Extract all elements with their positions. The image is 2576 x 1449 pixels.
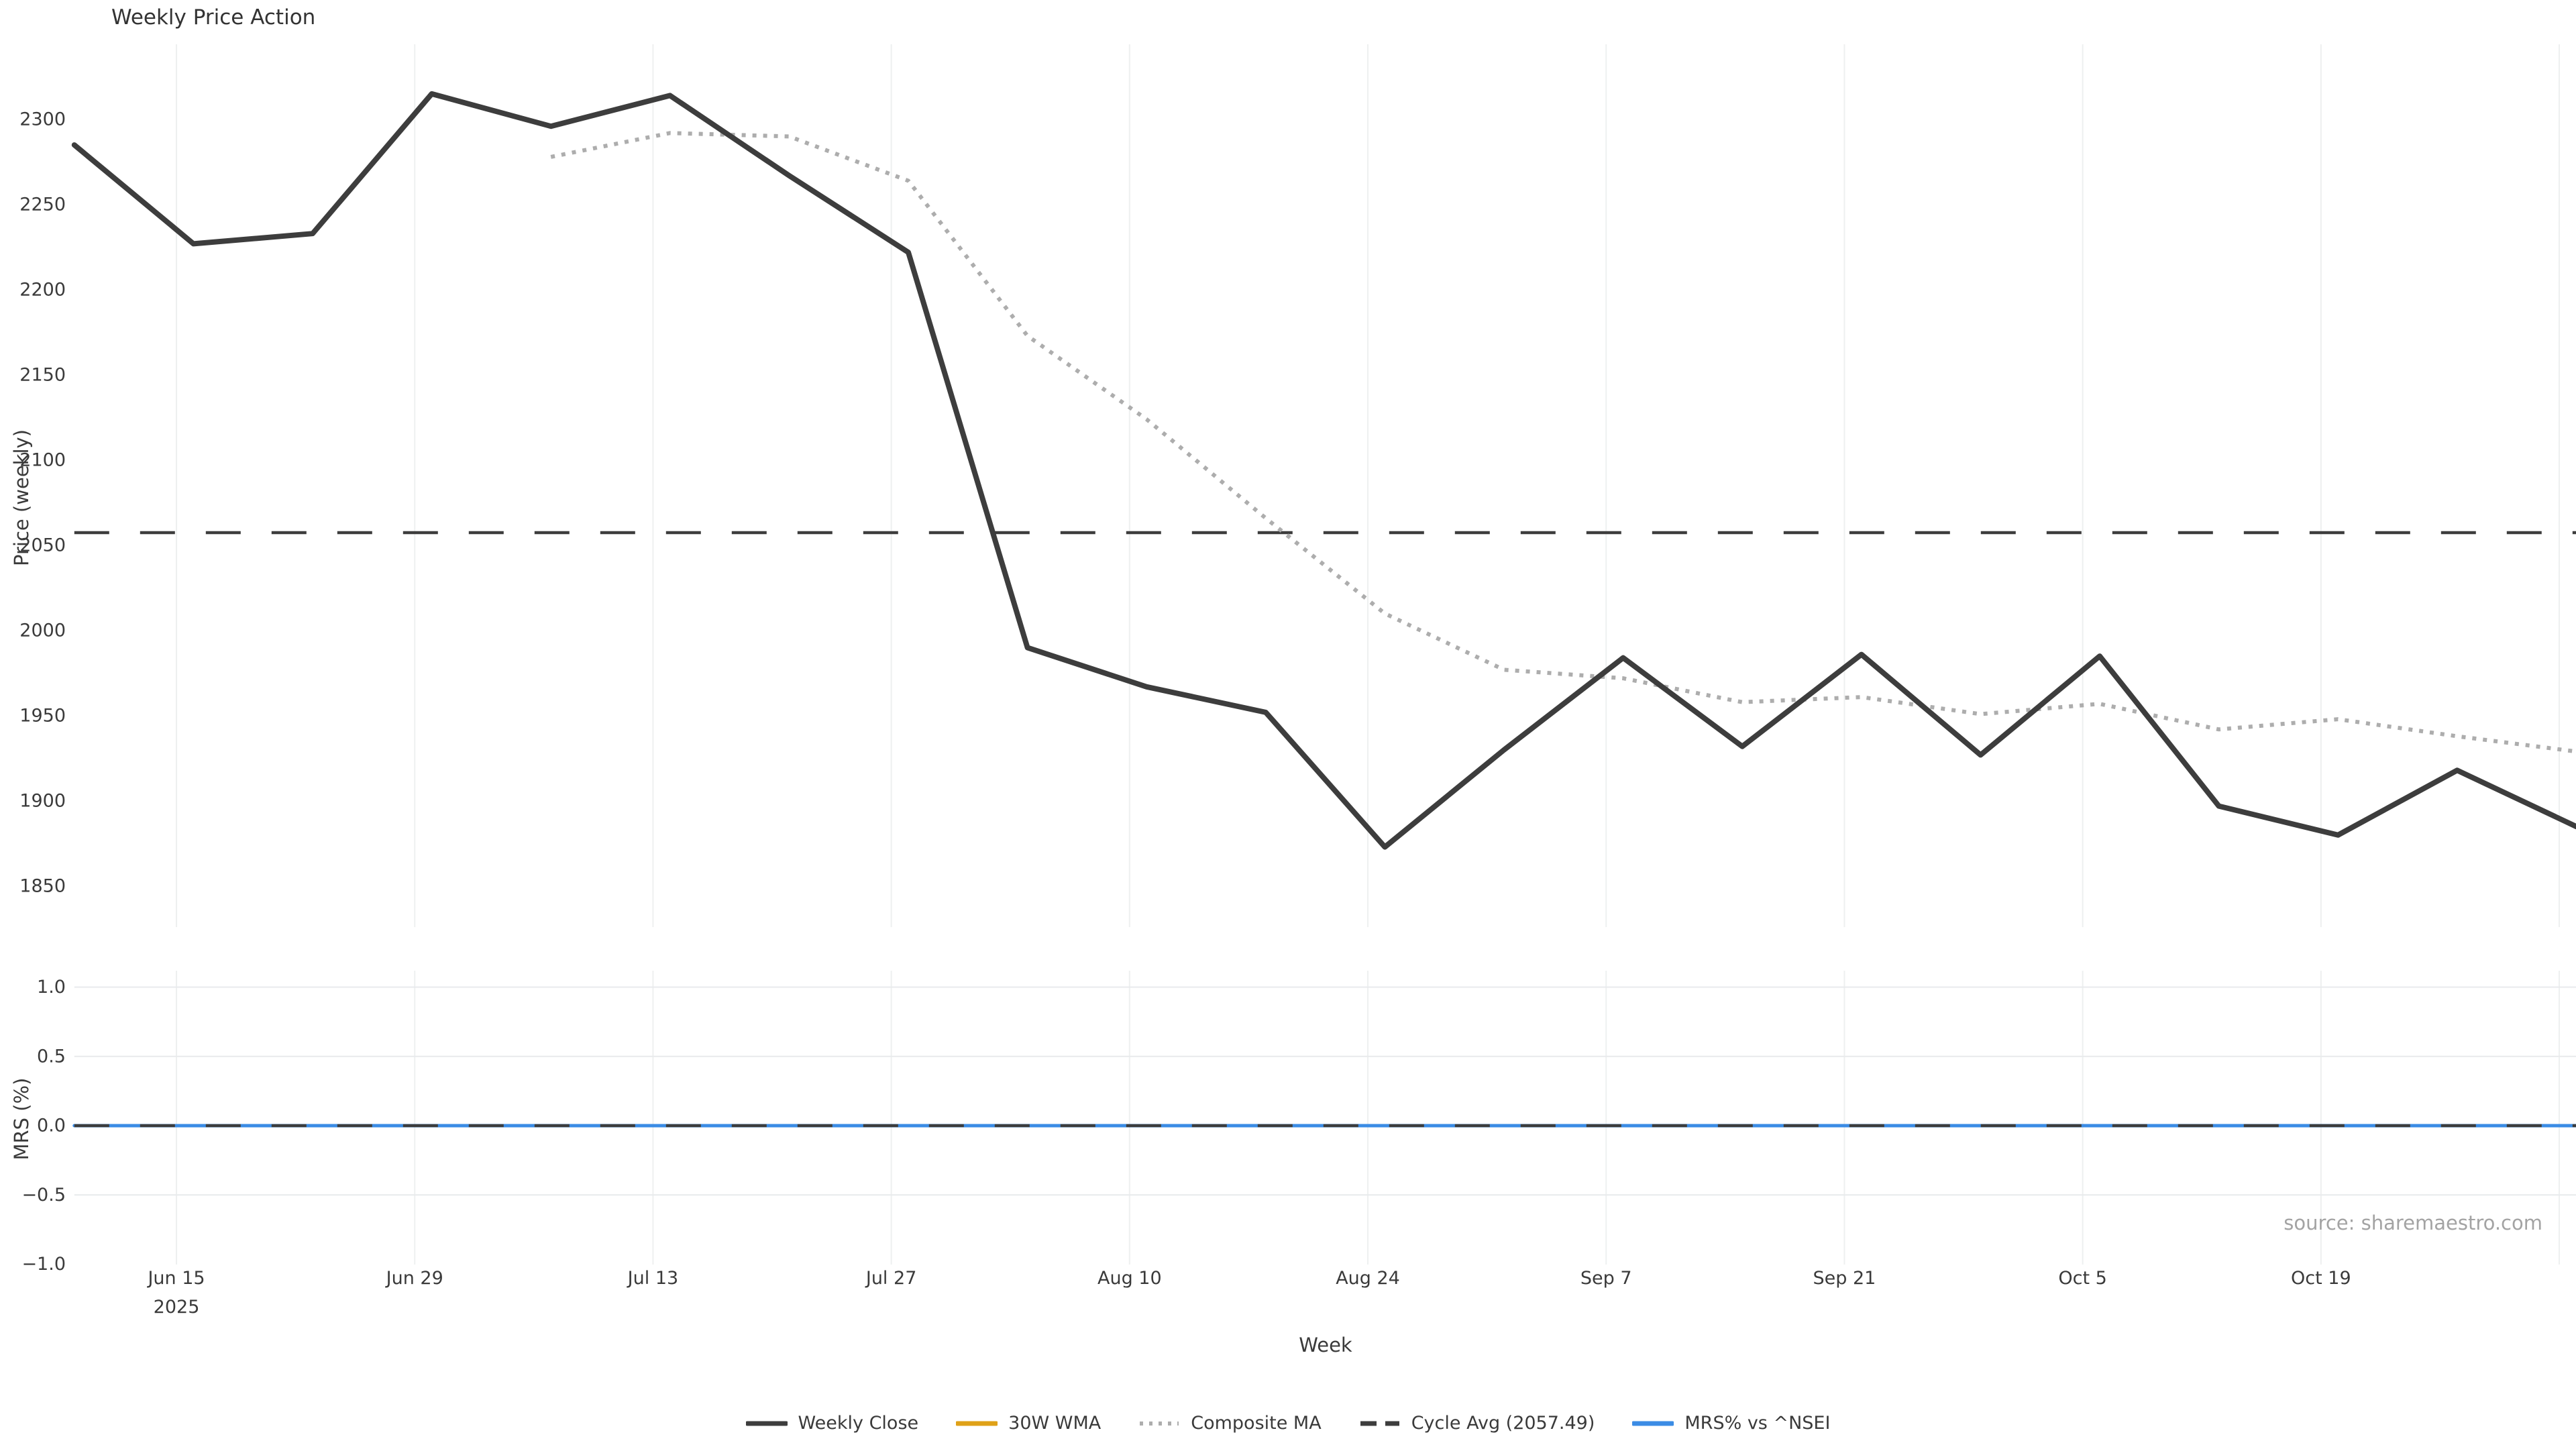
price-tick-label: 1950: [19, 706, 66, 727]
legend-label: Cycle Avg (2057.49): [1411, 1413, 1595, 1434]
legend-item: 30W WMA: [956, 1413, 1101, 1434]
x-tick-label: Aug 10: [1097, 1268, 1162, 1289]
x-tick-label: Oct 19: [2291, 1268, 2351, 1289]
x-tick-label: Aug 24: [1336, 1268, 1400, 1289]
x-tick-label: Sep 7: [1580, 1268, 1632, 1289]
price-tick-label: 1850: [19, 876, 66, 897]
legend-item: Cycle Avg (2057.49): [1359, 1413, 1595, 1434]
chart-title: Weekly Price Action: [111, 5, 316, 30]
x-tick-label: Jun 29: [385, 1268, 443, 1289]
x-tick-label: Jul 13: [627, 1268, 679, 1289]
legend-label: Composite MA: [1191, 1413, 1322, 1434]
legend-label: 30W WMA: [1008, 1413, 1102, 1434]
mrs-tick-label: −1.0: [21, 1254, 66, 1275]
mrs-tick-label: −0.5: [21, 1185, 66, 1205]
price-tick-label: 1900: [19, 791, 66, 812]
legend-swatch-dotted: [1140, 1421, 1179, 1426]
legend-item: Composite MA: [1138, 1413, 1322, 1434]
x-tick-label: Jun 15: [146, 1268, 205, 1289]
x-tick-label: Sep 21: [1813, 1268, 1876, 1289]
source-note: source: sharemaestro.com: [2284, 1212, 2542, 1234]
x-tick-label: Jul 27: [865, 1268, 917, 1289]
price-tick-label: 2050: [19, 535, 66, 556]
price-tick-label: 2100: [19, 450, 66, 471]
mrs-tick-label: 0.5: [37, 1046, 66, 1067]
mrs-tick-label: 0.0: [37, 1116, 66, 1136]
legend-swatch-dashed: [1360, 1421, 1399, 1426]
price-tick-label: 2150: [19, 365, 66, 386]
legend-swatch-solid: [956, 1421, 998, 1426]
legend-label: Weekly Close: [798, 1413, 919, 1434]
price-axis-label: Price (weekly): [10, 429, 33, 567]
price-tick-label: 2000: [19, 621, 66, 641]
mrs-tick-label: 1.0: [37, 977, 66, 998]
composite-ma-line: [550, 131, 2576, 754]
legend-item: Weekly Close: [745, 1413, 919, 1434]
legend-swatch-solid: [745, 1421, 788, 1426]
x-tick-year-label: 2025: [154, 1297, 200, 1318]
price-tick-label: 2200: [19, 280, 66, 301]
legend: Weekly Close 30W WMA Composite MA Cycle Avg…: [0, 1413, 2576, 1434]
price-tick-label: 2250: [19, 195, 66, 215]
x-axis-label: Week: [1299, 1334, 1352, 1356]
x-tick-label: Oct 5: [2058, 1268, 2106, 1289]
legend-label: MRS% vs ^NSEI: [1684, 1413, 1831, 1434]
weekly-close-line: [71, 91, 2576, 850]
price-tick-label: 2300: [19, 109, 66, 130]
legend-item: MRS% vs ^NSEI: [1632, 1413, 1830, 1434]
mrs-axis-label: MRS (%): [10, 1077, 33, 1161]
legend-swatch-solid: [1632, 1421, 1674, 1426]
